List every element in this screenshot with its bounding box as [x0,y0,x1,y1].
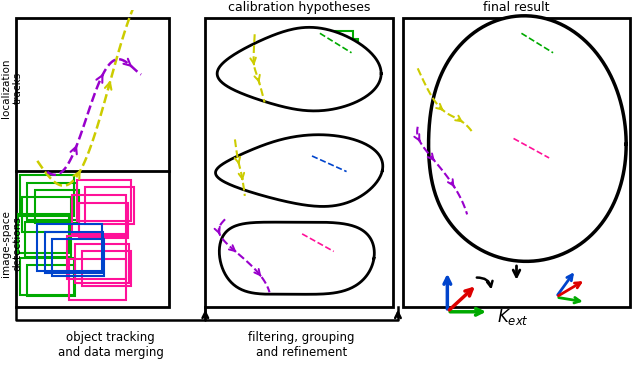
Bar [522,146,557,172]
Bar [314,248,344,267]
Bar [326,51,353,68]
Text: filtering, grouping
and refinement: filtering, grouping and refinement [248,331,355,359]
Bar [82,251,131,287]
Bar [22,197,71,232]
Bar [205,18,393,307]
Bar [314,45,351,68]
Bar [20,258,74,295]
Bar [524,59,555,80]
Bar [52,239,104,276]
Bar [17,214,69,253]
Polygon shape [216,135,383,206]
Text: image-space
detections: image-space detections [1,210,22,277]
Bar [35,190,79,223]
Bar [306,261,338,280]
Bar [37,224,102,271]
Bar [511,67,551,94]
Text: calibration hypotheses: calibration hypotheses [228,1,371,14]
Bar [28,183,77,220]
Text: $K_{ext}$: $K_{ext}$ [497,307,529,327]
Bar [15,18,169,307]
Bar [509,175,551,203]
Bar [319,162,353,183]
Bar [531,39,561,59]
Bar [72,195,126,234]
Polygon shape [220,222,374,294]
Bar [69,259,126,300]
Bar [312,168,348,191]
Bar [529,154,561,175]
Bar [79,203,128,238]
Polygon shape [217,27,381,111]
Bar [319,31,353,53]
Bar [516,45,554,70]
Bar [20,175,74,216]
Bar [511,136,551,164]
Bar [67,236,126,279]
Text: localization
tracks: localization tracks [1,58,22,118]
Bar [329,39,358,59]
Bar [520,170,553,192]
Bar [515,162,553,187]
Polygon shape [429,16,626,261]
Bar [403,18,630,307]
Bar [309,240,342,261]
Bar [302,253,338,277]
Bar [84,187,134,224]
Bar [522,31,556,53]
Text: final result: final result [483,1,550,14]
Bar [45,232,102,273]
Bar [77,180,131,221]
Bar [309,154,347,179]
Text: object tracking
and data merging: object tracking and data merging [58,331,163,359]
Bar [28,265,75,296]
Bar [75,244,129,283]
Bar [26,222,71,257]
Bar [299,232,337,257]
